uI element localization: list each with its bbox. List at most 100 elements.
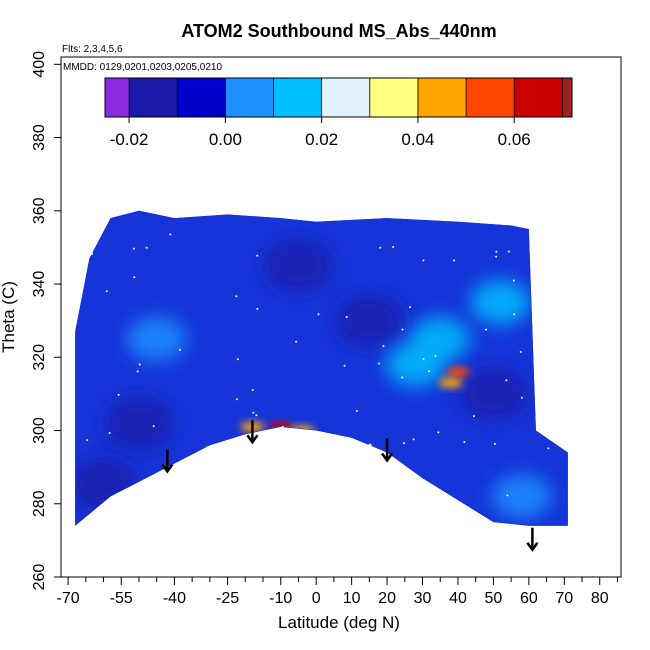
- sample-dot: [82, 249, 85, 252]
- colorbar-tick-label: -0.02: [110, 130, 149, 149]
- sample-dot: [255, 414, 258, 417]
- x-axis-label: Latitude (deg N): [278, 613, 400, 632]
- sample-dot: [485, 328, 488, 331]
- sample-dot: [495, 255, 498, 258]
- y-tick-label: 340: [31, 271, 48, 298]
- sample-dot: [378, 362, 381, 365]
- colorbar-segment: [321, 78, 370, 117]
- hotspot-4: [438, 377, 463, 388]
- x-tick-label: -55: [110, 590, 133, 607]
- sample-dot: [169, 233, 172, 236]
- arrow-2: [381, 438, 394, 463]
- colorbar: -0.02 0.00 0.02 0.04 0.06: [104, 77, 573, 149]
- colorbar-segment: [105, 78, 130, 117]
- sample-dot: [216, 449, 219, 452]
- sample-dot: [369, 443, 372, 446]
- colorbar-segment: [273, 78, 322, 117]
- sample-dot: [428, 370, 431, 373]
- y-tick-label: 360: [31, 197, 48, 224]
- x-tick-label: 0: [312, 590, 321, 607]
- sample-dot: [236, 358, 239, 361]
- colorbar-frame: [104, 77, 573, 118]
- y-tick-label: 280: [31, 490, 48, 517]
- y-tick-label: 260: [31, 564, 48, 591]
- x-tick-label: 60: [520, 590, 538, 607]
- sample-dot: [153, 487, 156, 490]
- colorbar-segment: [466, 78, 515, 117]
- sample-dot: [377, 468, 380, 471]
- sample-dots: [81, 233, 550, 512]
- sample-dot: [401, 376, 404, 379]
- x-tick-label: -25: [216, 590, 239, 607]
- y-tick-label: 400: [31, 51, 48, 78]
- dark-region-1: [459, 367, 528, 420]
- y-tick-label: 380: [31, 124, 48, 151]
- sample-dot: [463, 440, 466, 443]
- pale-region-2: [470, 280, 531, 325]
- sample-dot: [256, 307, 259, 310]
- arrow-head: [526, 542, 539, 552]
- arrow-3: [526, 527, 539, 552]
- arrow-head: [381, 452, 394, 463]
- y-axis-label: Theta (C): [0, 281, 18, 353]
- pale-region-3: [126, 316, 187, 361]
- sample-dot: [392, 246, 395, 249]
- x-tick-label: -70: [57, 590, 80, 607]
- sample-dot: [145, 246, 148, 249]
- sample-dot: [422, 357, 425, 360]
- sample-dot: [547, 447, 550, 450]
- sample-dot: [235, 295, 238, 298]
- sample-dot: [256, 254, 259, 257]
- sample-dot: [407, 494, 410, 497]
- colorbar-segment: [514, 78, 563, 117]
- sample-dot: [116, 509, 119, 512]
- sample-dot: [401, 328, 404, 331]
- sample-dot: [412, 438, 415, 441]
- sample-dot: [402, 442, 405, 445]
- plot-frame: [60, 56, 622, 578]
- sample-dot: [81, 247, 84, 250]
- dark-region-0: [264, 239, 333, 292]
- sample-dot: [355, 409, 358, 412]
- x-tick-label: -40: [163, 590, 186, 607]
- arrow-head: [161, 463, 174, 474]
- sample-dot: [322, 462, 325, 465]
- x-tick-label: 50: [485, 590, 503, 607]
- pale-region-1: [385, 342, 446, 387]
- colorbar-segment: [177, 78, 226, 117]
- sample-dot: [205, 446, 208, 449]
- sample-dot: [179, 348, 182, 351]
- arrow-0: [161, 449, 174, 474]
- dark-region-2: [104, 397, 173, 450]
- sample-dot: [512, 279, 515, 282]
- sample-dot: [108, 431, 111, 434]
- colorbar-tick-label: 0.06: [498, 130, 531, 149]
- x-tick-label: 80: [591, 590, 609, 607]
- colorbar-segment: [225, 78, 274, 117]
- sample-dot: [86, 439, 89, 442]
- y-tick-label: 300: [31, 417, 48, 444]
- dates-note: MMDD: 0129,0201,0203,0205,0210: [63, 62, 222, 73]
- dark-region-4: [335, 294, 404, 347]
- sample-dot: [493, 442, 496, 445]
- sample-dot: [136, 370, 139, 373]
- colorbar-tick-label: 0.02: [305, 130, 338, 149]
- x-tick-label: -10: [269, 590, 292, 607]
- x-tick-label: 70: [555, 590, 573, 607]
- sample-dot: [505, 379, 508, 382]
- pale-region-4: [491, 474, 552, 519]
- sample-dot: [472, 415, 475, 418]
- x-tick-label: 40: [449, 590, 467, 607]
- sample-dot: [506, 494, 509, 497]
- sample-dot: [379, 246, 382, 249]
- colorbar-segment: [562, 78, 572, 117]
- x-tick-label: 30: [414, 590, 432, 607]
- hotspot-1: [290, 425, 315, 436]
- y-axis: 260 280 300 320 340 360 380 400: [31, 51, 61, 590]
- dark-region-3: [75, 459, 138, 512]
- sample-dot: [252, 411, 255, 414]
- sample-dot: [132, 247, 135, 250]
- sample-dot: [519, 350, 522, 353]
- sample-dot: [278, 454, 281, 457]
